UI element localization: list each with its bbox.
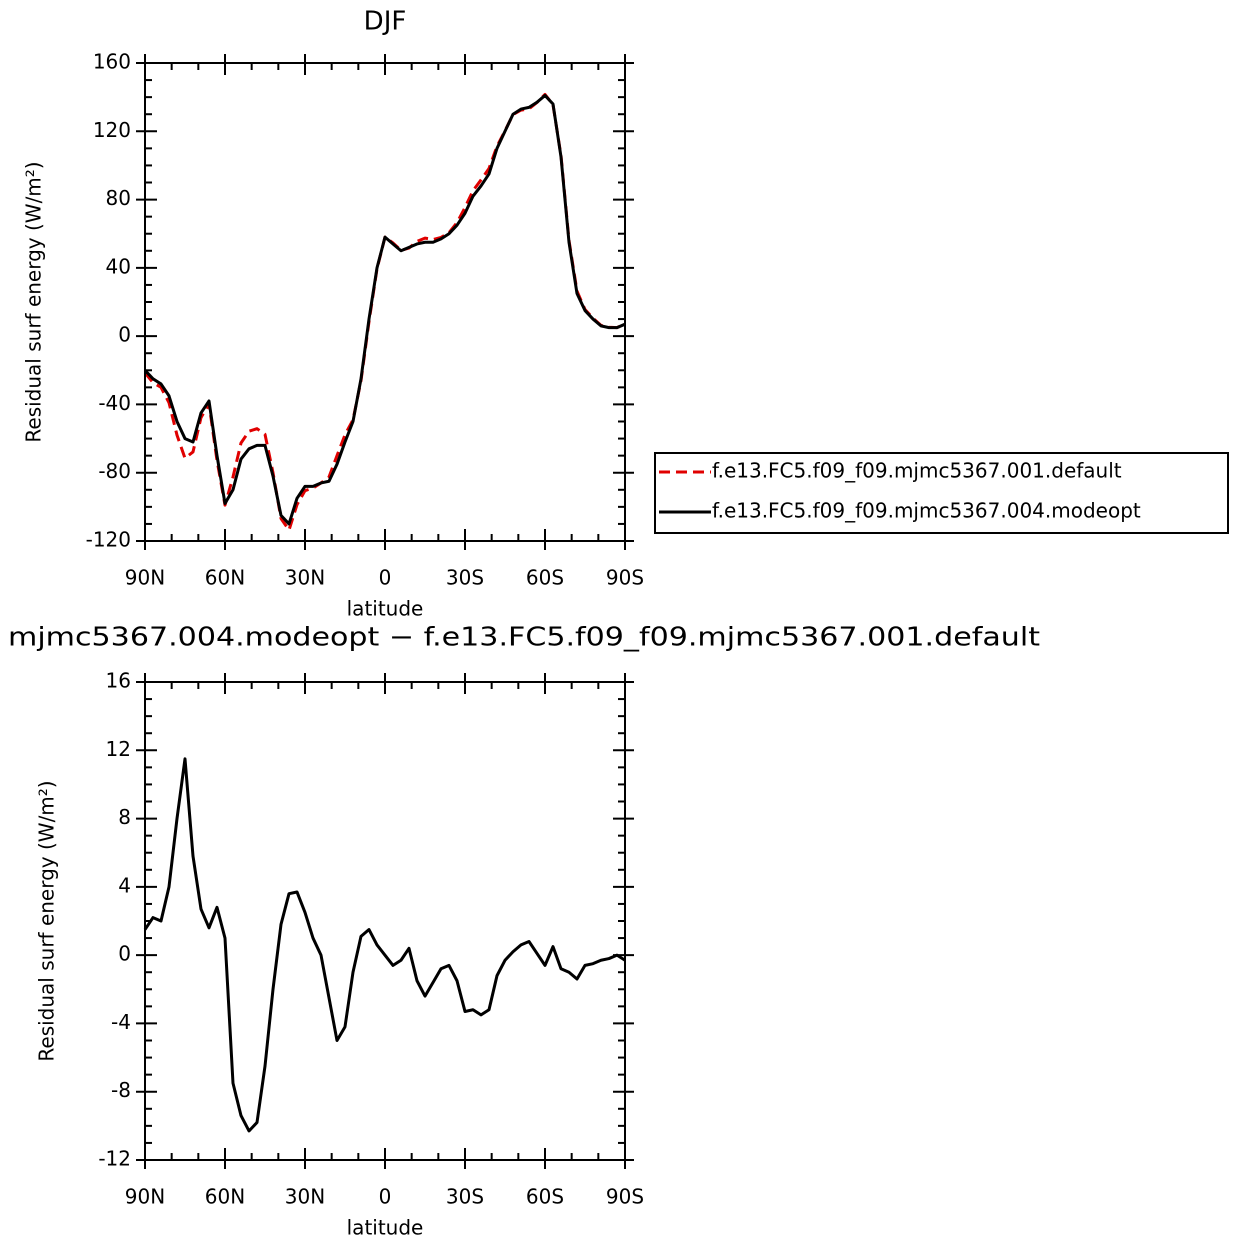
plot-frame — [144, 681, 626, 1161]
plot-frame — [144, 62, 626, 542]
y-tick-label: 120 — [93, 118, 131, 142]
y-tick-label: 0 — [118, 323, 131, 347]
x-axis-label: latitude — [347, 1216, 424, 1240]
legend-label: f.e13.FC5.f09_f09.mjmc5367.001.default — [712, 459, 1122, 483]
y-tick-label: -40 — [98, 391, 131, 415]
x-tick-label: 90S — [606, 1185, 644, 1209]
x-tick-label: 60S — [526, 566, 564, 590]
y-tick-label: -4 — [111, 1010, 131, 1034]
y-tick-label: 4 — [118, 873, 131, 897]
y-tick-label: -80 — [98, 459, 131, 483]
y-tick-label: -120 — [86, 528, 131, 552]
x-axis-label: latitude — [347, 597, 424, 621]
y-tick-label: 80 — [106, 186, 131, 210]
y-tick-label: 160 — [93, 50, 131, 74]
x-tick-label: 90N — [125, 1185, 165, 1209]
chart-title: mjmc5367.004.modeopt − f.e13.FC5.f09_f09… — [8, 623, 1040, 653]
legend-box — [654, 452, 1229, 534]
y-tick-label: 8 — [118, 805, 131, 829]
y-tick-label: 40 — [106, 254, 131, 278]
x-tick-label: 0 — [379, 566, 392, 590]
x-tick-label: 60S — [526, 1185, 564, 1209]
x-tick-label: 60N — [205, 566, 245, 590]
chart-title: DJF — [364, 7, 407, 37]
y-tick-label: 0 — [118, 942, 131, 966]
x-tick-label: 30N — [285, 1185, 325, 1209]
x-tick-label: 90N — [125, 566, 165, 590]
data-line — [143, 757, 626, 1133]
y-tick-label: -12 — [98, 1147, 131, 1171]
x-tick-label: 30S — [446, 566, 484, 590]
legend-label: f.e13.FC5.f09_f09.mjmc5367.004.modeopt — [712, 499, 1141, 523]
x-tick-label: 60N — [205, 1185, 245, 1209]
y-tick-label: -8 — [111, 1078, 131, 1102]
x-tick-label: 30S — [446, 1185, 484, 1209]
data-line — [143, 93, 626, 526]
y-tick-label: 12 — [106, 737, 131, 761]
x-tick-label: 30N — [285, 566, 325, 590]
y-tick-label: 16 — [106, 669, 131, 693]
y-axis-label: Residual surf energy (W/m²) — [22, 161, 46, 442]
y-axis-label: Residual surf energy (W/m²) — [35, 780, 59, 1061]
x-tick-label: 0 — [379, 1185, 392, 1209]
x-tick-label: 90S — [606, 566, 644, 590]
